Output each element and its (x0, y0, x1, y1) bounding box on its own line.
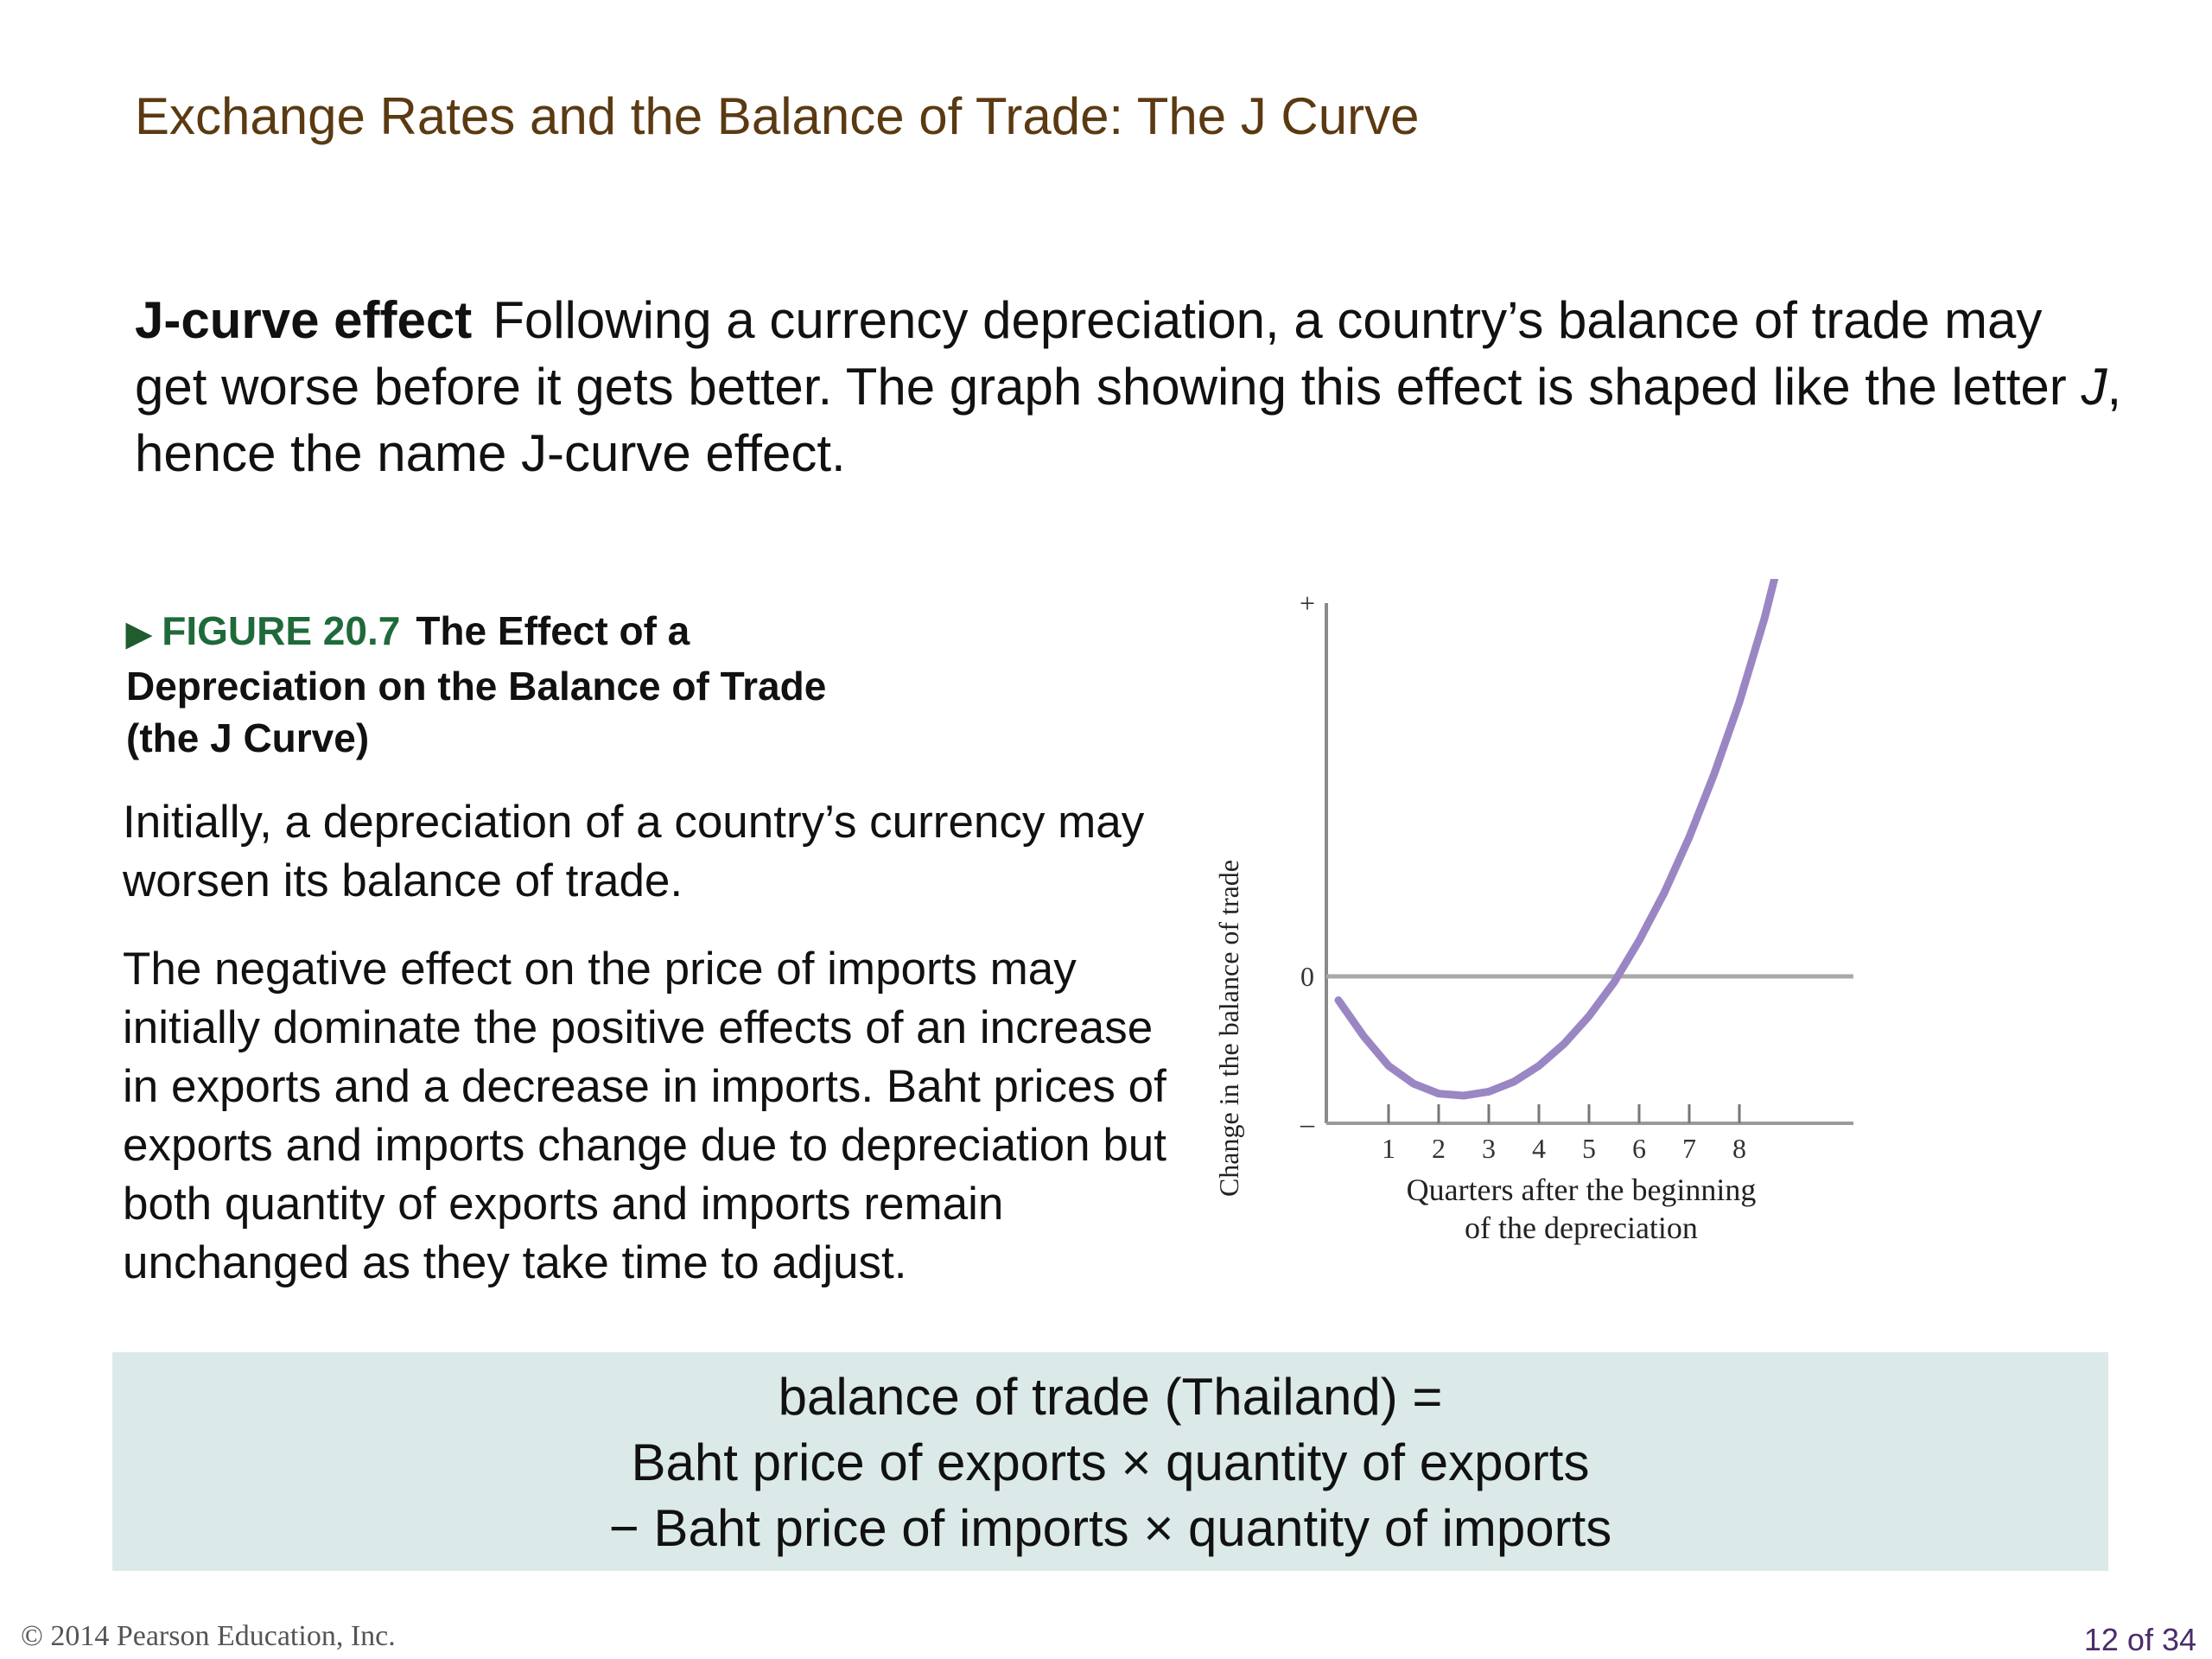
figure-paragraph-1: Initially, a depreciation of a country’s… (123, 797, 1145, 906)
formula-line-1: balance of trade (Thailand) = (778, 1368, 1443, 1426)
copyright-notice: © 2014 Pearson Education, Inc. (21, 1620, 396, 1652)
figure-caption: ▶ FIGURE 20.7 The Effect of a Depreciation… (126, 605, 904, 764)
definition-italic-letter: J (2081, 358, 2107, 416)
play-arrow-icon: ▶ (126, 616, 152, 652)
definition-term: J-curve effect (135, 291, 473, 349)
x-tick-label: 6 (1632, 1133, 1646, 1164)
figure-title: The Effect of a Depreciation on the Bala… (126, 608, 827, 760)
y-tick-label: 0 (1300, 961, 1314, 992)
y-tick-label: + (1300, 588, 1315, 619)
x-tick-label: 8 (1732, 1133, 1746, 1164)
slide-title: Exchange Rates and the Balance of Trade:… (135, 87, 1420, 145)
figure-number: FIGURE 20.7 (162, 608, 401, 653)
j-curve-svg: +0 – 1 2 3 4 5 6 7 8 (1300, 579, 1853, 1164)
formula-line-3: − Baht price of imports × quantity of im… (608, 1499, 1612, 1557)
formula-box: balance of trade (Thailand) = Baht price… (112, 1352, 2108, 1571)
formula-line-2: Baht price of exports × quantity of expo… (631, 1433, 1590, 1491)
chart-x-axis-label: Quarters after the beginning of the depr… (1365, 1171, 1797, 1247)
chart-x-axis-label-line1: Quarters after the beginning (1406, 1173, 1757, 1207)
j-curve-chart: +0 – 1 2 3 4 5 6 7 8 (1227, 579, 1884, 1270)
definition-text: Following a currency depreciation, a cou… (135, 291, 2082, 416)
j-curve-line (1334, 579, 1779, 1100)
y-tick-label: – (1300, 1108, 1315, 1139)
x-tick-label: 7 (1682, 1133, 1696, 1164)
x-tick-label: 5 (1582, 1133, 1596, 1164)
chart-y-axis-label: Change in the balance of trade (1213, 859, 1244, 1198)
page-number: 12 of 34 (2083, 1622, 2196, 1657)
definition-paragraph: J-curve effect Following a currency depre… (135, 287, 2122, 486)
definition-text-end: , hence the name J-curve effect. (135, 358, 2122, 482)
x-tick-label: 4 (1532, 1133, 1546, 1164)
x-tick-label: 3 (1482, 1133, 1496, 1164)
figure-paragraph-2: The negative effect on the price of impo… (123, 944, 1167, 1288)
x-tick-label: 2 (1432, 1133, 1446, 1164)
x-tick-label: 1 (1382, 1133, 1395, 1164)
chart-x-axis-label-line2: of the depreciation (1465, 1211, 1698, 1245)
